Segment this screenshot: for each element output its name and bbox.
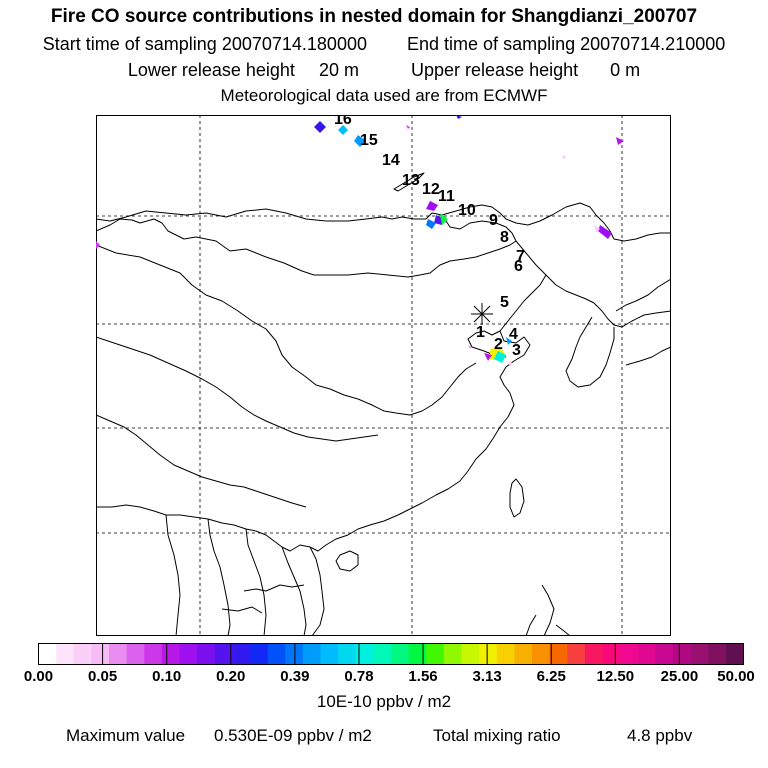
colorbar-tick-label: 0.00 <box>23 668 54 685</box>
colorbar-cell <box>567 643 586 665</box>
total-mixing-label: Total mixing ratio <box>433 726 561 745</box>
colorbar-cell <box>91 643 110 665</box>
colorbar-tick-label: 3.13 <box>472 668 502 685</box>
colorbar-cell <box>690 643 709 665</box>
traj-label-8: 8 <box>500 229 509 246</box>
colorbar-cell <box>602 643 621 665</box>
colorbar-cell <box>161 643 180 665</box>
traj-label-16: 16 <box>334 115 352 128</box>
colorbar-cell <box>355 643 374 665</box>
traj-label-5: 5 <box>500 294 509 311</box>
colorbar-cell <box>637 643 656 665</box>
colorbar-cell <box>532 643 551 665</box>
traj-label-4: 4 <box>509 326 518 343</box>
colorbar-tick-label: 0.39 <box>280 668 310 685</box>
colorbar-tick-label: 12.50 <box>596 668 635 685</box>
colorbar-unit: 10E-10 ppbv / m2 <box>316 692 452 711</box>
max-value-label: Maximum value <box>66 726 186 745</box>
colorbar-cell <box>461 643 480 665</box>
colorbar-ticks <box>38 643 744 665</box>
colorbar-cell <box>56 643 75 665</box>
colorbar-cell <box>391 643 410 665</box>
release-heights: Lower release height 20 m Upper release … <box>0 60 768 81</box>
colorbar-cell <box>126 643 145 665</box>
colorbar-cell <box>725 643 744 665</box>
colorbar-tick-label: 0.20 <box>216 668 246 685</box>
colorbar-tick-label: 0.78 <box>344 668 374 685</box>
colorbar-cell <box>443 643 462 665</box>
colorbar-cell <box>338 643 357 665</box>
colorbar-tick-label: 0.05 <box>87 668 118 685</box>
colorbar-cell <box>73 643 92 665</box>
colorbar-cell <box>408 643 427 665</box>
colorbar-cell <box>214 643 233 665</box>
coastlines-borders <box>96 172 671 636</box>
colorbar-tick-label: 25.00 <box>660 668 699 685</box>
traj-label-9: 9 <box>489 212 498 229</box>
total-mixing-value: 4.8 ppbv <box>627 726 693 745</box>
upper-release-value: 0 m <box>610 60 641 80</box>
colorbar-cell <box>179 643 198 665</box>
traj-label-2: 2 <box>494 336 503 353</box>
sampling-times: Start time of sampling 20070714.180000 E… <box>0 34 768 55</box>
colorbar-cell <box>514 643 533 665</box>
colorbar-cell <box>496 643 515 665</box>
colorbar-cell <box>620 643 639 665</box>
traj-label-14: 14 <box>382 152 400 169</box>
met-data-note: Meteorological data used are from ECMWF <box>220 86 548 105</box>
colorbar-cell <box>673 643 692 665</box>
colorbar-cell <box>232 643 251 665</box>
upper-release-label: Upper release height <box>411 60 579 80</box>
colorbar-cell <box>267 643 286 665</box>
colorbar-cell <box>197 643 216 665</box>
map-panel: 1 2 3 4 5 6 7 8 9 10 11 12 13 14 15 16 <box>96 115 671 636</box>
colorbar-tick-label: 50.00 <box>717 668 755 685</box>
trajectory-labels: 1 2 3 4 5 6 7 8 9 10 11 12 13 14 15 16 <box>334 115 525 359</box>
graticule <box>96 115 671 636</box>
traj-label-7: 7 <box>516 248 525 265</box>
colorbar-tick-label: 0.10 <box>152 668 182 685</box>
colorbar-cell <box>708 643 727 665</box>
colorbar-tick-label: 6.25 <box>536 668 566 685</box>
traj-label-3: 3 <box>512 342 521 359</box>
max-value: 0.530E-09 ppbv / m2 <box>214 726 372 745</box>
traj-label-10: 10 <box>458 202 476 219</box>
start-time: Start time of sampling 20070714.180000 <box>42 34 367 54</box>
colorbar-cell <box>250 643 269 665</box>
colorbar-cell <box>320 643 339 665</box>
traj-label-12: 12 <box>422 181 440 198</box>
colorbar-cell <box>373 643 392 665</box>
traj-label-15: 15 <box>360 132 378 149</box>
plot-title: Fire CO source contributions in nested d… <box>50 6 698 27</box>
colorbar-cell <box>302 643 321 665</box>
colorbar-cell <box>285 643 304 665</box>
colorbar-tick-label: 1.56 <box>408 668 438 685</box>
traj-label-1: 1 <box>476 324 485 341</box>
colorbar-cells <box>38 643 744 665</box>
traj-label-13: 13 <box>402 172 420 189</box>
receptor-star <box>471 303 493 325</box>
colorbar-cell <box>479 643 498 665</box>
colorbar-cell <box>426 643 445 665</box>
end-time: End time of sampling 20070714.210000 <box>407 34 726 54</box>
traj-label-11: 11 <box>438 188 455 205</box>
colorbar-cell <box>144 643 163 665</box>
colorbar-cell <box>655 643 674 665</box>
concentration-patches <box>96 115 624 367</box>
lower-release-value: 20 m <box>318 60 359 80</box>
colorbar-cell <box>549 643 568 665</box>
map-frame <box>96 115 671 636</box>
traj-label-6: 6 <box>514 258 523 275</box>
colorbar <box>38 643 744 665</box>
colorbar-cell <box>109 643 128 665</box>
colorbar-cell <box>584 643 603 665</box>
lower-release-label: Lower release height <box>127 60 295 80</box>
colorbar-cell <box>38 643 57 665</box>
